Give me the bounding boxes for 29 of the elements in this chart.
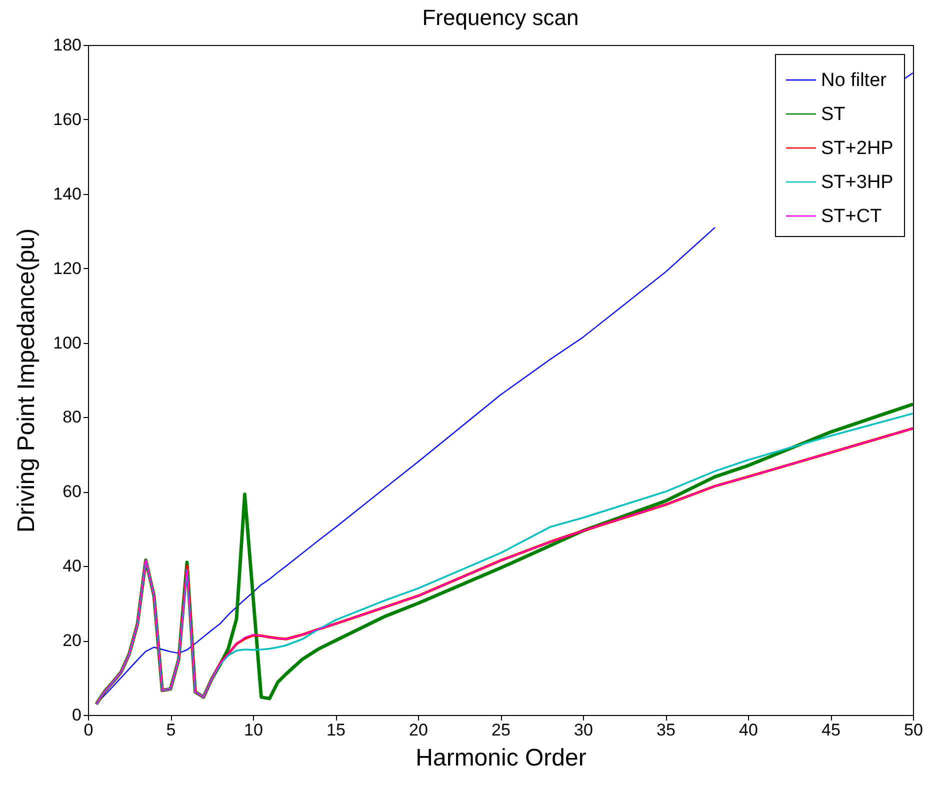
x-tick-label: 30 bbox=[574, 720, 593, 740]
y-tick-label: 20 bbox=[62, 631, 82, 650]
y-tick-label: 180 bbox=[53, 36, 82, 54]
y-tick-label: 100 bbox=[53, 333, 82, 352]
x-tick-label: 10 bbox=[244, 720, 263, 740]
y-tick-label: 40 bbox=[62, 556, 82, 576]
legend-label: ST bbox=[821, 104, 846, 125]
y-tick-label: 140 bbox=[53, 184, 82, 204]
legend-label: ST+CT bbox=[821, 206, 882, 227]
legend-label: ST+2HP bbox=[821, 138, 894, 159]
x-tick-label: 50 bbox=[904, 720, 923, 740]
y-tick-label: 160 bbox=[53, 110, 82, 129]
x-tick-label: 5 bbox=[166, 720, 176, 740]
x-tick-label: 40 bbox=[739, 720, 758, 740]
x-axis-title: Harmonic Order bbox=[416, 744, 586, 772]
chart-title: Frequency scan bbox=[422, 5, 579, 30]
legend-label: No filter bbox=[821, 70, 888, 91]
x-tick-label: 45 bbox=[822, 720, 840, 740]
x-tick-label: 35 bbox=[656, 720, 676, 740]
x-tick-label: 0 bbox=[84, 720, 94, 740]
y-tick-label: 120 bbox=[53, 258, 82, 278]
y-tick-label: 60 bbox=[62, 482, 82, 502]
x-tick-label: 25 bbox=[492, 720, 510, 740]
legend-label: ST+3HP bbox=[821, 172, 894, 193]
x-tick-label: 15 bbox=[326, 720, 346, 740]
x-tick-label: 20 bbox=[409, 720, 428, 740]
y-tick-label: 80 bbox=[62, 408, 82, 427]
y-tick-label: 0 bbox=[72, 706, 82, 724]
y-axis-title: Driving Point Impedance(pu) bbox=[13, 228, 40, 533]
